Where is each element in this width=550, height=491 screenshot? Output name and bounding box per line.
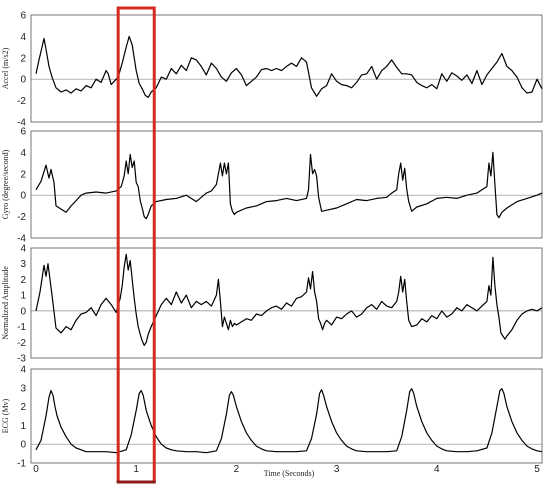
panel-frame bbox=[30, 14, 543, 123]
y-tick-label: 4 bbox=[20, 365, 26, 376]
y-tick-label: -2 bbox=[17, 338, 26, 349]
y-axis-label: Normalized Amplitude bbox=[1, 266, 10, 340]
panel-frame bbox=[30, 368, 543, 464]
y-axis-label: ECG (Mv) bbox=[1, 398, 10, 433]
y-tick-label: 1 bbox=[20, 421, 26, 432]
y-tick-label: -3 bbox=[17, 354, 26, 365]
y-tick-label: 3 bbox=[20, 259, 26, 270]
y-tick-label: -2 bbox=[17, 212, 26, 223]
y-tick-label: 0 bbox=[20, 306, 26, 317]
x-tick-label: 3 bbox=[334, 464, 340, 475]
signal-line bbox=[35, 35, 543, 98]
signal-line bbox=[35, 388, 543, 454]
y-axis-label: Accel (m/s2) bbox=[1, 47, 10, 89]
panel-3: 4 3 2 1 0 -1 -2 -3 Normalized Amplitude bbox=[1, 244, 543, 365]
panel-2: 6 4 2 0 -2 -4 Gyro (degree/second) bbox=[1, 127, 543, 245]
panel-4: 4 3 2 1 0 -1 ECG (Mv) bbox=[1, 365, 543, 470]
y-axis-label: Gyro (degree/second) bbox=[1, 149, 10, 219]
y-tick-label: 4 bbox=[20, 148, 26, 159]
y-tick-label: 3 bbox=[20, 383, 26, 394]
y-tick-label: 0 bbox=[20, 75, 26, 86]
y-tick-label: 4 bbox=[20, 32, 26, 43]
x-tick-label: 2 bbox=[234, 464, 240, 475]
panel-1: 6 4 2 0 -2 -4 Accel (m/s2) bbox=[1, 11, 543, 129]
signal-line bbox=[35, 253, 543, 346]
y-tick-label: 1 bbox=[20, 291, 26, 302]
highlight-window-frame bbox=[116, 6, 156, 482]
y-tick-label: 6 bbox=[20, 11, 26, 22]
y-tick-label: 0 bbox=[20, 191, 26, 202]
x-tick-label: 5 bbox=[534, 464, 540, 475]
y-tick-label: 0 bbox=[20, 440, 26, 451]
panel-frame bbox=[30, 247, 543, 359]
y-tick-label: 2 bbox=[20, 53, 26, 64]
y-tick-label: -2 bbox=[17, 96, 26, 107]
x-tick-label: 4 bbox=[434, 464, 440, 475]
y-tick-label: 2 bbox=[20, 275, 26, 286]
y-tick-label: -4 bbox=[17, 234, 26, 245]
y-tick-label: 6 bbox=[20, 127, 26, 138]
y-tick-label: 4 bbox=[20, 244, 26, 255]
panel-frame bbox=[30, 130, 543, 239]
x-axis-label: Time (Seconds) bbox=[264, 469, 315, 478]
x-tick-label: 0 bbox=[33, 464, 39, 475]
y-tick-label: 2 bbox=[20, 402, 26, 413]
y-tick-label: -4 bbox=[17, 118, 26, 129]
y-tick-label: 2 bbox=[20, 169, 26, 180]
signal-line bbox=[35, 151, 543, 220]
x-tick-label: 1 bbox=[133, 464, 139, 475]
y-tick-label: -1 bbox=[17, 459, 26, 470]
y-tick-label: -1 bbox=[17, 322, 26, 333]
